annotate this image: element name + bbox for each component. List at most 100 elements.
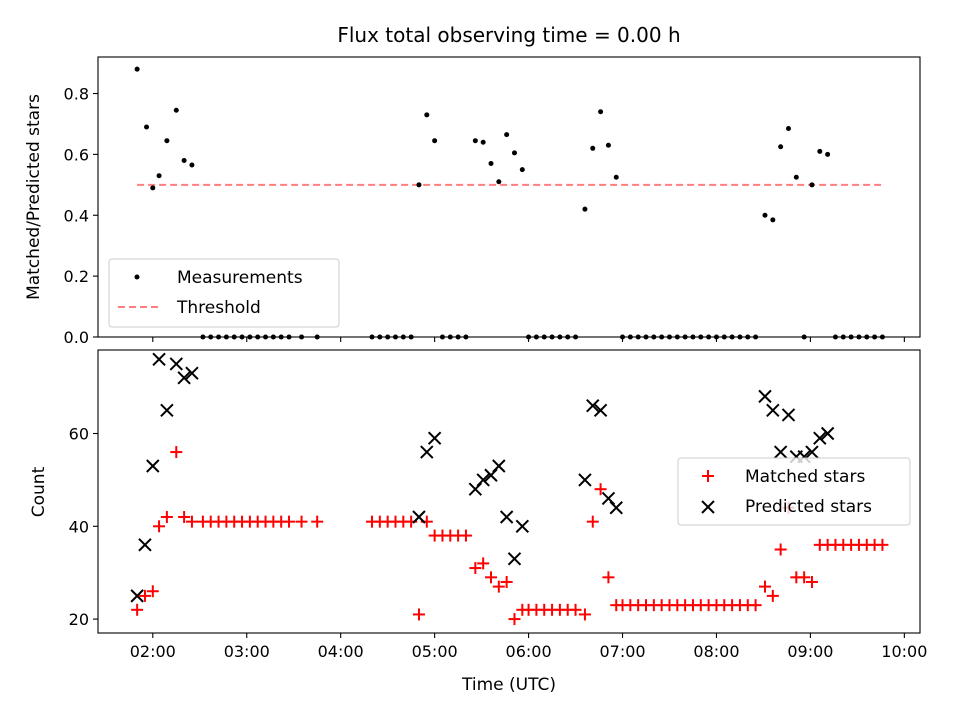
matched-star-point	[569, 603, 582, 616]
bottom-x-axis-label: Time (UTC)	[461, 675, 556, 695]
matched-star-point	[484, 571, 497, 584]
predicted-star-point	[484, 468, 498, 482]
measurement-point	[432, 138, 438, 144]
predicted-star-point	[412, 510, 426, 524]
matched-star-point	[492, 580, 505, 593]
measurement-point	[181, 157, 187, 163]
matched-star-point	[774, 543, 787, 556]
measurement-point	[793, 174, 799, 180]
matched-star-point	[477, 557, 490, 570]
predicted-star-point	[781, 408, 796, 422]
measurement-point	[496, 179, 502, 185]
predicted-star-point	[185, 366, 199, 380]
bottom-x-tick-label: 07:00	[599, 642, 645, 661]
bottom-panel: Count Time (UTC) 20 40 60 02:00 03:00 04:00 05…	[29, 349, 927, 695]
measurement-point	[785, 126, 791, 132]
predicted-star-point	[601, 491, 616, 506]
top-legend: Measurements Threshold	[108, 258, 340, 328]
measurement-point	[519, 167, 525, 173]
predicted-star-point	[813, 431, 827, 445]
measurement-point	[424, 112, 430, 118]
top-y-tick-label: 0.6	[64, 145, 89, 164]
matched-star-point	[459, 529, 472, 542]
top-y-axis-label: Matched/Predicted stars	[24, 94, 44, 300]
matched-star-point	[766, 589, 779, 602]
predicted-star-point	[169, 357, 183, 371]
predicted-star-point	[766, 403, 780, 418]
bottom-legend: Matched stars Predicted stars	[677, 457, 911, 526]
bottom-plot-area: 20 40 60 02:00 03:00 04:00 05:00 06:00 07:00 08:0…	[69, 352, 927, 661]
top-chart-title: Flux total observing time = 0.00 h	[337, 23, 680, 47]
bottom-y-tick-label: 40	[69, 517, 89, 536]
matched-star-point	[602, 571, 615, 584]
matched-star-point	[178, 511, 191, 524]
bottom-axes-frame	[97, 349, 921, 634]
measurement-point	[778, 144, 784, 150]
top-axes-frame	[97, 56, 921, 338]
matched-star-point	[758, 580, 771, 593]
measurement-point	[605, 142, 611, 148]
measurement-point	[511, 150, 517, 156]
predicted-star-point	[177, 371, 191, 385]
matched-star-point	[805, 575, 818, 588]
matched-star-point	[295, 515, 308, 528]
top-panel: Flux total observing time = 0.00 h Match…	[24, 23, 921, 347]
matched-star-point	[500, 575, 513, 588]
bottom-x-tick-label: 09:00	[787, 642, 833, 661]
measurement-point	[173, 107, 179, 113]
measurement-point	[144, 124, 150, 130]
legend-matched-label: Matched stars	[745, 467, 865, 487]
top-y-tick-label: 0.8	[64, 85, 89, 104]
bottom-x-tick-label: 08:00	[693, 642, 739, 661]
matched-star-point	[594, 483, 607, 496]
predicted-star-point	[146, 459, 160, 473]
measurement-point	[613, 174, 619, 180]
predicted-star-point	[160, 403, 174, 418]
measurement-point	[770, 217, 776, 223]
measurement-point	[582, 206, 588, 212]
matched-star-point	[578, 608, 591, 621]
legend-measurements-marker	[134, 274, 140, 280]
top-y-tick-label: 0.2	[64, 267, 89, 286]
measurement-point	[480, 139, 486, 145]
measurement-point	[598, 109, 604, 115]
measurement-point	[809, 182, 815, 188]
bottom-y-tick-label: 60	[69, 425, 89, 444]
bottom-y-axis-label: Count	[29, 466, 49, 517]
measurement-point	[156, 173, 162, 179]
bottom-x-tick-label: 02:00	[130, 642, 176, 661]
predicted-star-point	[507, 552, 522, 566]
matched-star-point	[138, 589, 151, 602]
bottom-x-tick-label: 04:00	[318, 642, 364, 661]
legend-measurements-label: Measurements	[177, 268, 303, 288]
measurement-point	[504, 132, 510, 138]
measurement-point	[134, 66, 140, 72]
bottom-x-tick-label: 06:00	[506, 642, 552, 661]
bottom-y-tick-label: 20	[69, 610, 89, 629]
matched-star-point	[469, 562, 482, 575]
matched-star-point	[160, 511, 173, 524]
legend-matched-marker	[702, 470, 714, 482]
matched-star-point	[311, 515, 324, 528]
measurement-point	[164, 138, 170, 144]
matched-star-point	[876, 538, 889, 551]
predicted-star-point	[515, 519, 530, 534]
matched-star-point	[508, 613, 521, 626]
predicted-star-point	[499, 510, 514, 524]
matched-star-point	[146, 585, 159, 598]
predicted-star-point	[773, 445, 788, 459]
measurement-point	[762, 212, 768, 218]
bottom-legend-box	[677, 457, 911, 526]
measurement-point	[488, 161, 494, 167]
measurement-point	[150, 185, 156, 191]
predicted-star-point	[758, 389, 772, 404]
predicted-star-point	[578, 473, 592, 487]
top-y-tick-label: 0.4	[64, 206, 89, 225]
predicted-star-point	[593, 403, 608, 418]
legend-threshold-label: Threshold	[176, 298, 261, 318]
matched-star-point	[412, 608, 425, 621]
measurement-point	[416, 182, 422, 188]
matched-star-point	[586, 515, 599, 528]
bottom-x-tick-label: 03:00	[224, 642, 270, 661]
predicted-star-point	[427, 431, 442, 445]
